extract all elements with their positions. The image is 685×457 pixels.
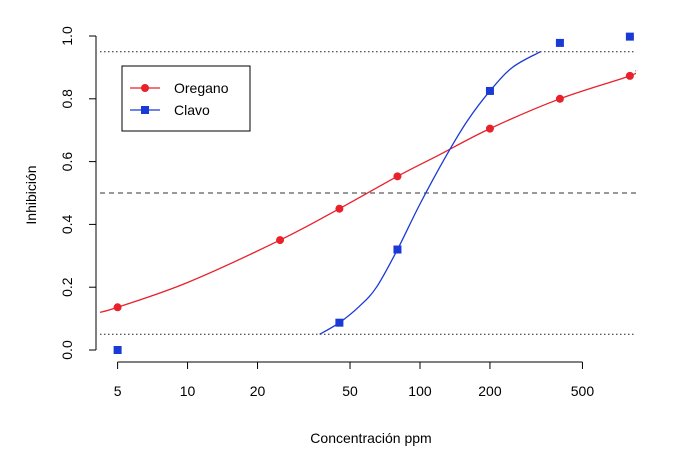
curve-oregano: [100, 69, 636, 313]
y-tick-label: 0.4: [59, 214, 75, 234]
legend-label-oregano: Oregano: [174, 80, 229, 96]
y-axis-title: Inhibición: [23, 165, 39, 224]
x-tick-label: 5: [114, 383, 122, 399]
x-ticks: 5 10 20 50 100 200 500: [114, 362, 595, 399]
axes: 5 10 20 50 100 200 500 0.0 0.2 0.4 0.6 0.8 1.0: [59, 26, 594, 399]
legend-marker-oregano: [141, 84, 149, 92]
point-oregano: [625, 71, 634, 80]
legend-box: [121, 65, 251, 132]
legend: Oregano Clavo: [121, 65, 251, 132]
x-axis-title: Concentración ppm: [310, 430, 431, 446]
point-oregano: [335, 204, 344, 213]
point-clavo: [335, 318, 344, 327]
point-clavo: [555, 38, 564, 47]
x-tick-label: 500: [571, 383, 595, 399]
point-oregano: [113, 303, 122, 312]
point-oregano: [485, 124, 494, 133]
point-oregano: [393, 172, 402, 181]
y-tick-label: 0.0: [59, 340, 75, 360]
x-tick-label: 100: [408, 383, 432, 399]
data-points: [113, 32, 634, 354]
x-tick-label: 200: [478, 383, 502, 399]
y-ticks: 0.0 0.2 0.4 0.6 0.8 1.0: [59, 26, 96, 360]
point-oregano: [276, 236, 285, 245]
point-oregano: [555, 94, 564, 103]
fitted-curves: [100, 51, 636, 335]
x-tick-label: 50: [342, 383, 358, 399]
point-clavo: [485, 86, 494, 95]
curve-clavo: [319, 51, 541, 335]
x-tick-label: 10: [180, 383, 196, 399]
point-clavo: [625, 32, 634, 41]
legend-label-clavo: Clavo: [174, 102, 210, 118]
y-tick-label: 0.6: [59, 152, 75, 172]
y-tick-label: 0.8: [59, 89, 75, 109]
point-clavo: [113, 346, 122, 354]
point-clavo: [393, 245, 402, 254]
y-tick-label: 1.0: [59, 26, 75, 46]
y-tick-label: 0.2: [59, 277, 75, 297]
legend-marker-clavo: [141, 106, 149, 114]
reference-lines: [100, 51, 636, 335]
x-tick-label: 20: [250, 383, 266, 399]
